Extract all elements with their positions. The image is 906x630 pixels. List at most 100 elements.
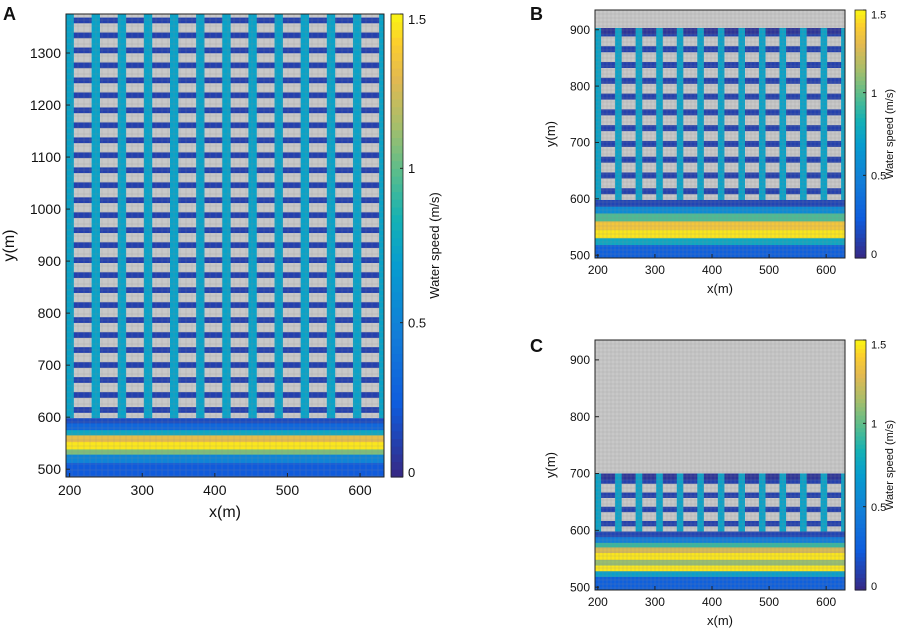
free-flow-band bbox=[595, 199, 845, 208]
colorbar-swatch bbox=[855, 481, 866, 487]
colorbar-swatch bbox=[391, 453, 403, 463]
colorbar-swatch bbox=[855, 150, 866, 156]
colorbar-swatch bbox=[855, 237, 866, 243]
colorbar-swatch bbox=[855, 100, 866, 106]
mesh-lines bbox=[595, 340, 845, 590]
colorbar-swatch bbox=[391, 168, 403, 177]
free-flow-band bbox=[595, 206, 845, 214]
colorbar-swatch bbox=[855, 515, 866, 520]
colorbar-swatch bbox=[855, 30, 866, 36]
colorbar-swatch bbox=[391, 284, 403, 293]
colorbar-swatch bbox=[391, 230, 403, 239]
y-tick-label: 800 bbox=[570, 79, 590, 93]
colorbar-swatch bbox=[855, 456, 866, 462]
colorbar-swatch bbox=[855, 510, 866, 516]
y-tick-label: 600 bbox=[38, 409, 62, 425]
colorbar-swatch bbox=[855, 440, 866, 445]
panel-letter: A bbox=[3, 4, 16, 24]
colorbar-swatch bbox=[855, 253, 866, 259]
x-tick-label: 300 bbox=[131, 482, 155, 498]
colorbar-swatch bbox=[855, 38, 866, 44]
colorbar-tick-label: 1.5 bbox=[871, 339, 886, 351]
colorbar-swatch bbox=[391, 376, 403, 385]
colorbar-swatch bbox=[391, 29, 403, 38]
colorbar-swatch bbox=[855, 544, 866, 549]
vegetation-column bbox=[697, 473, 704, 532]
free-flow-band bbox=[595, 542, 845, 548]
colorbar-swatch bbox=[391, 37, 403, 46]
colorbar-frame bbox=[854, 9, 867, 259]
colorbar-swatch bbox=[855, 204, 866, 209]
vegetation-columns bbox=[66, 14, 384, 419]
colorbar-swatch bbox=[391, 438, 403, 447]
colorbar-label: Water speed (m/s) bbox=[884, 420, 896, 510]
colorbar-swatch bbox=[391, 291, 403, 301]
colorbar-swatch bbox=[391, 52, 403, 61]
panel-a: 200 300 400 500 600 500 600 700 800 900 1000 1100 12… bbox=[1, 4, 442, 521]
colorbar-swatch bbox=[391, 330, 403, 339]
colorbar-swatch bbox=[391, 415, 403, 424]
colorbar-swatch bbox=[855, 527, 866, 533]
colorbar-swatch bbox=[855, 233, 866, 238]
colorbar-swatch bbox=[855, 490, 866, 495]
colorbar-swatch bbox=[391, 345, 403, 355]
colorbar-swatch bbox=[855, 249, 866, 255]
y-tick-label: 700 bbox=[38, 357, 62, 373]
colorbar-tick-label: 0 bbox=[408, 465, 415, 480]
colorbar-swatch bbox=[855, 76, 866, 81]
colorbar-swatch bbox=[855, 435, 866, 441]
colorbar-label: Water speed (m/s) bbox=[427, 192, 442, 298]
colorbar-swatch bbox=[391, 407, 403, 416]
colorbar-swatch bbox=[855, 431, 866, 437]
free-flow-band bbox=[595, 547, 845, 554]
colorbar-swatch bbox=[855, 187, 866, 193]
free-flow-band bbox=[595, 559, 845, 567]
vegetation-column bbox=[738, 473, 745, 532]
free-flow-region bbox=[595, 199, 845, 258]
colorbar-swatch bbox=[855, 34, 866, 40]
colorbar-swatch bbox=[855, 117, 866, 123]
colorbar-swatch bbox=[855, 385, 866, 391]
colorbar-swatch bbox=[391, 68, 403, 77]
vegetation-column bbox=[91, 14, 100, 419]
y-axis-label: y(m) bbox=[543, 121, 558, 147]
vegetation-column bbox=[820, 473, 828, 532]
colorbar-swatch bbox=[391, 430, 403, 440]
x-tick-label: 600 bbox=[816, 263, 836, 277]
colorbar-swatch bbox=[855, 548, 866, 554]
panel-c: 200 300 400 500 600 500 600 700 800 900 x(m) y(m) C 0… bbox=[530, 336, 896, 628]
colorbar-tick-label: 1.5 bbox=[408, 12, 426, 27]
colorbar-swatch bbox=[391, 145, 403, 154]
colorbar-swatch bbox=[855, 560, 866, 566]
y-tick-label: 800 bbox=[38, 305, 62, 321]
vegetation-column bbox=[595, 473, 602, 532]
colorbar-swatch bbox=[855, 47, 866, 52]
free-flow-band bbox=[66, 418, 384, 424]
vegetation-column bbox=[169, 14, 179, 419]
vegetation-column bbox=[326, 14, 336, 419]
colorbar-swatch bbox=[855, 146, 866, 152]
vegetation-column bbox=[779, 473, 787, 532]
colorbar-swatch bbox=[855, 88, 866, 94]
colorbar-swatch bbox=[855, 92, 866, 98]
colorbar-swatch bbox=[391, 129, 403, 139]
colorbar-tick-label: 0.5 bbox=[871, 171, 886, 183]
vegetation-column bbox=[352, 14, 362, 419]
colorbar-swatch bbox=[855, 191, 866, 197]
y-tick-label: 500 bbox=[570, 248, 590, 262]
colorbar-swatch bbox=[391, 60, 403, 69]
colorbar-swatch bbox=[855, 216, 866, 222]
free-flow-region bbox=[66, 418, 384, 477]
plot-area bbox=[66, 14, 384, 477]
colorbar-swatch bbox=[855, 506, 866, 512]
colorbar-swatch bbox=[855, 360, 866, 366]
colorbar-swatch bbox=[391, 152, 403, 162]
colorbar-tick-label: 0 bbox=[871, 249, 877, 261]
colorbar-swatch bbox=[855, 175, 866, 181]
colorbar-swatch bbox=[855, 398, 866, 404]
colorbar-swatch bbox=[855, 565, 866, 570]
x-tick-label: 500 bbox=[759, 595, 779, 609]
vegetation-column bbox=[717, 473, 725, 532]
colorbar-swatch bbox=[855, 26, 866, 32]
free-flow-band bbox=[595, 245, 845, 258]
